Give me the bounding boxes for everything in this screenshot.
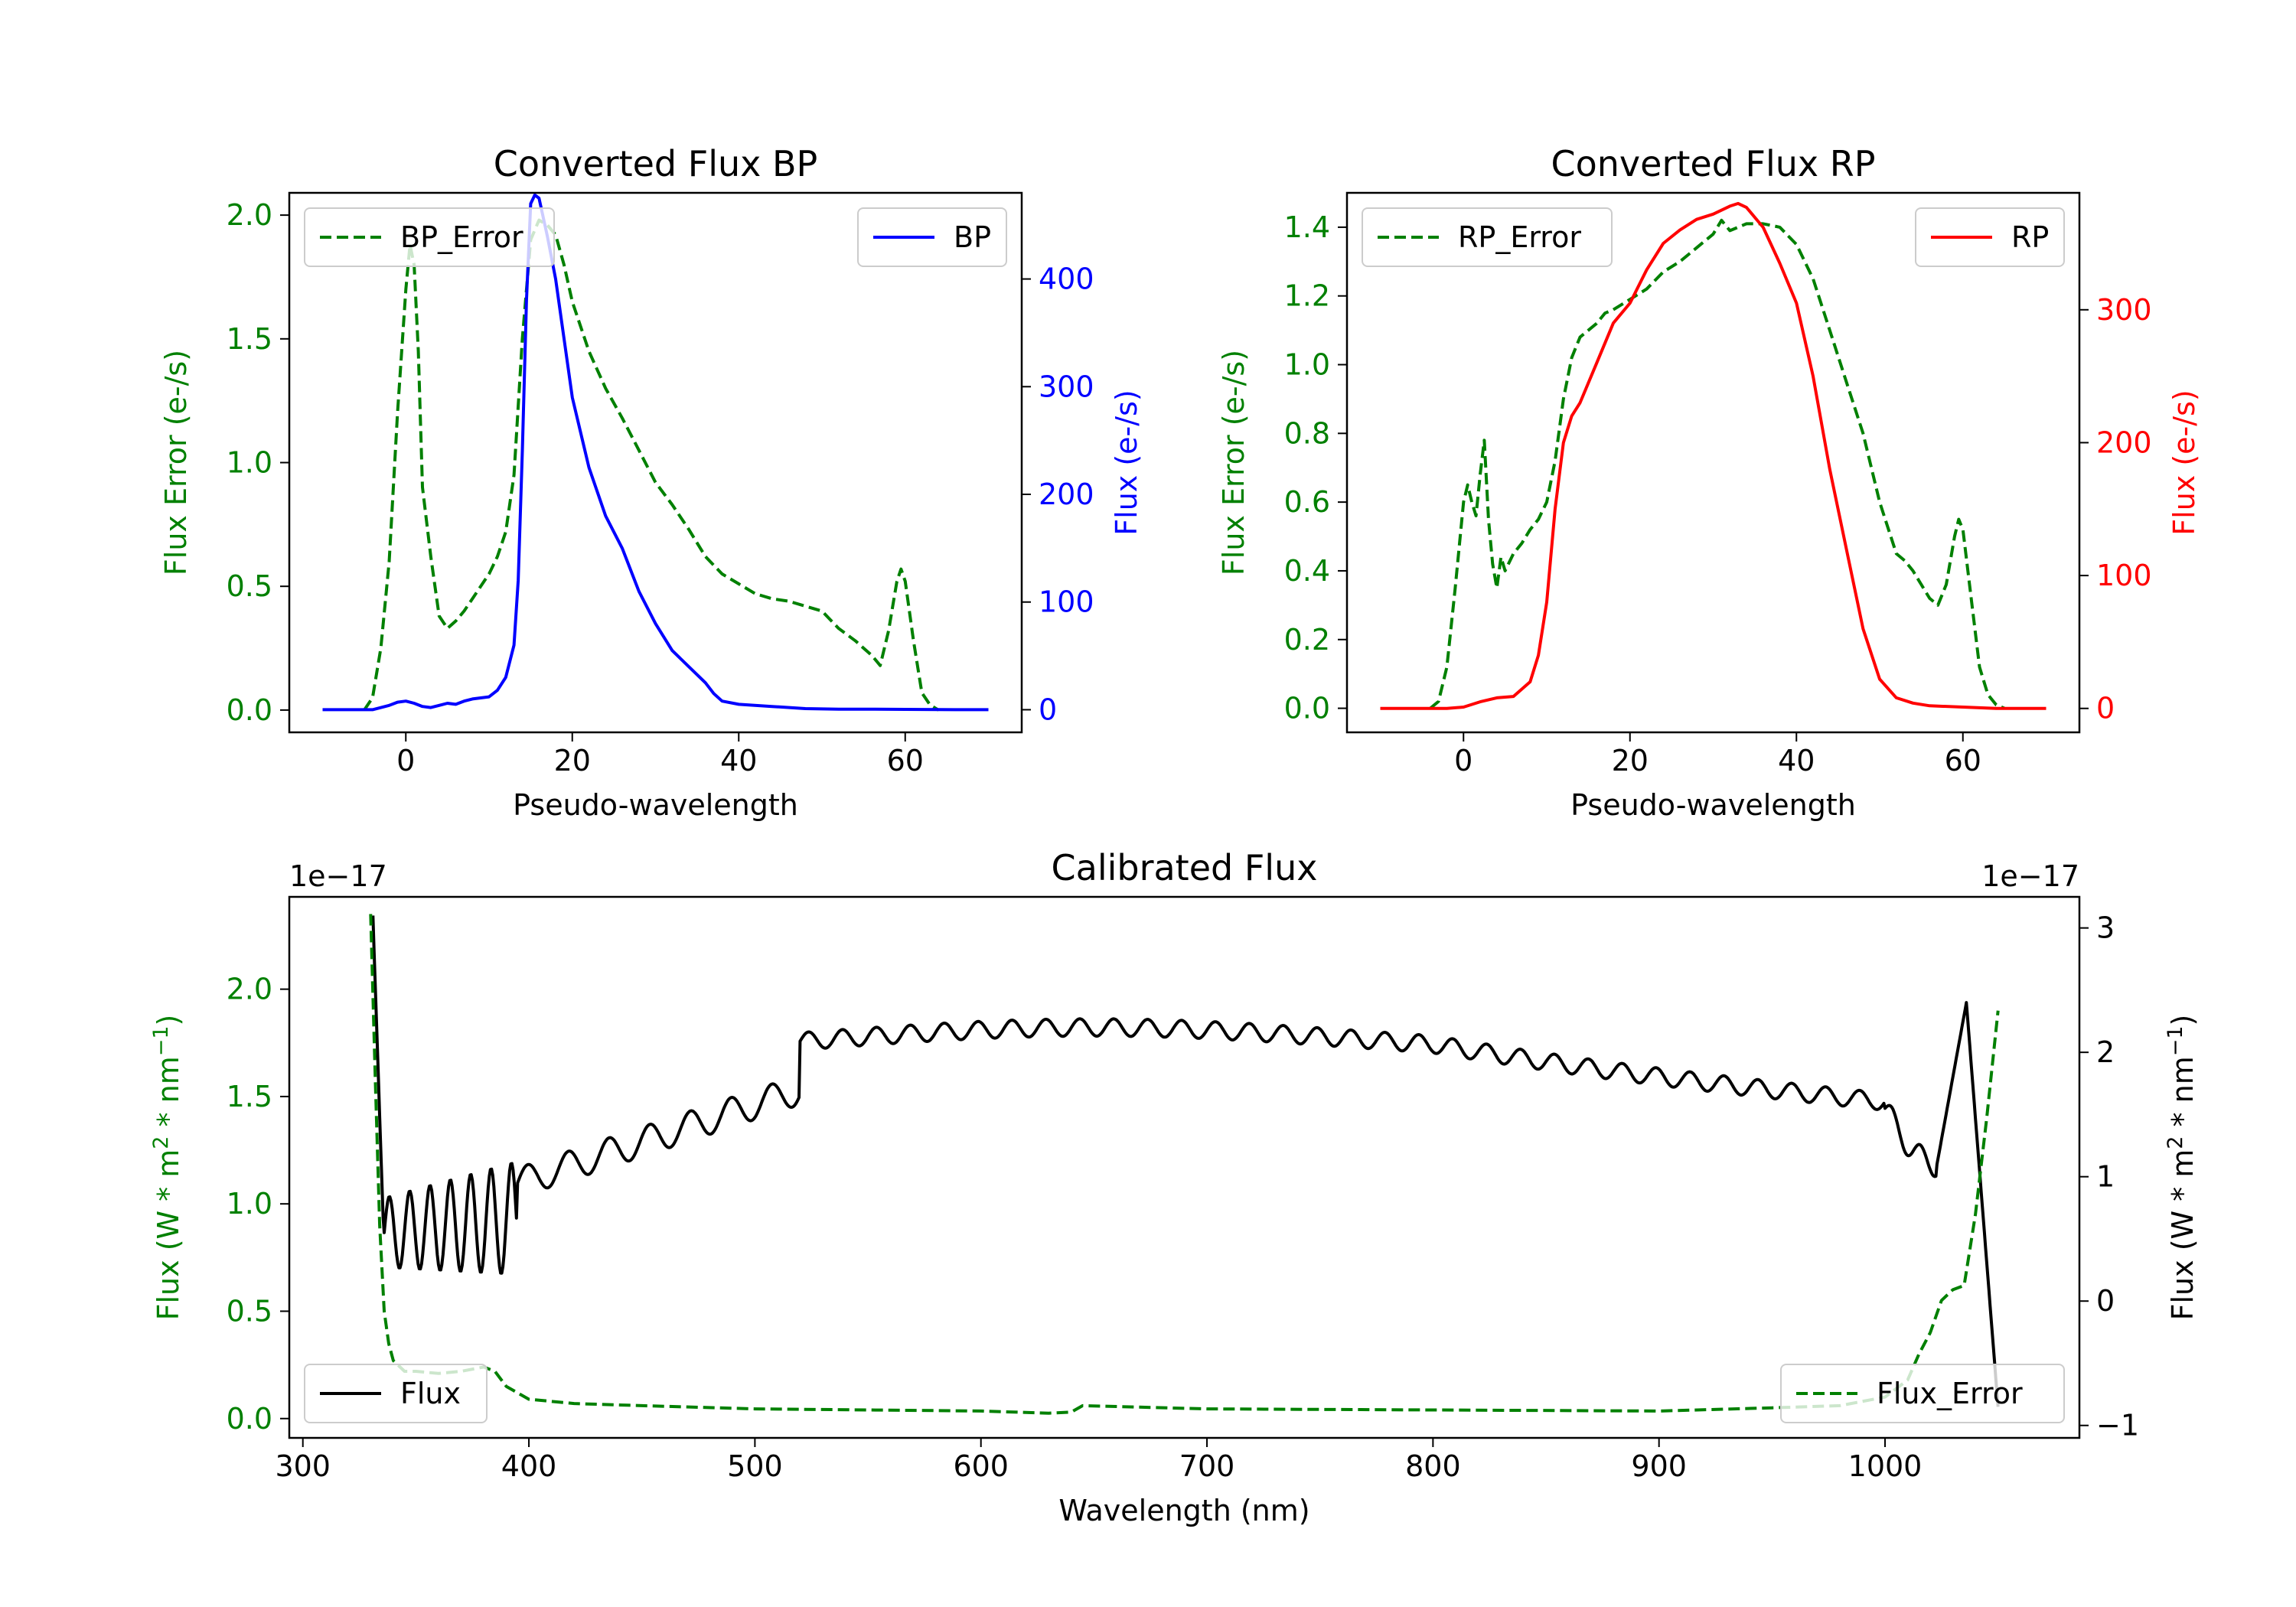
- y-left-axis-label: Flux (W * m2 * nm−1): [149, 1015, 185, 1321]
- flux-line: [371, 915, 2000, 1407]
- label-text: Flux (W * m: [152, 1149, 185, 1321]
- x-tick-label: 20: [554, 744, 591, 777]
- y-right-tick-label: 200: [2096, 425, 2152, 459]
- y-left-tick-label: 0.5: [227, 569, 272, 603]
- label-text: * nm: [2166, 1056, 2200, 1136]
- y-right-tick-label: 2: [2096, 1035, 2115, 1069]
- y-left-tick-label: 0.5: [227, 1294, 272, 1328]
- y-right-axis-label: Flux (e-/s): [1110, 390, 1143, 535]
- legend-box: [1780, 1364, 2065, 1423]
- legend-label: RP_Error: [1458, 220, 1581, 254]
- y-left-axis-label: Flux Error (e-/s): [159, 350, 193, 575]
- x-tick-label: 20: [1612, 744, 1649, 777]
- x-tick-label: 40: [1778, 744, 1815, 777]
- legend-label: RP: [2011, 220, 2049, 254]
- chart-title: Calibrated Flux: [1052, 847, 1318, 888]
- rp-line: [1380, 201, 2047, 710]
- y-right-tick-label: 400: [1039, 262, 1094, 296]
- y-right-tick-label: 100: [2096, 559, 2152, 592]
- label-text: ): [2166, 1015, 2200, 1026]
- chart-title: Converted Flux BP: [494, 143, 818, 184]
- label-text: Flux (W * m: [2166, 1149, 2200, 1321]
- x-tick-label: 40: [720, 744, 757, 777]
- y-right-axis-label: Flux (e-/s): [2167, 390, 2201, 535]
- y-right-tick-label: 300: [2096, 293, 2152, 327]
- rp-panel: 0 20 40 60 0.0 0.2 0.4 0.6 0.8 1.0 1.2 1.4 0 100 200 30…: [1217, 143, 2201, 822]
- y-left-axis-label: Flux Error (e-/s): [1217, 350, 1251, 575]
- y-right-tick-label: 100: [1039, 585, 1094, 619]
- x-tick-label: 0: [396, 744, 415, 777]
- y-right-axis-label: Flux (W * m2 * nm−1): [2164, 1015, 2200, 1321]
- superscript: 2: [2164, 1136, 2187, 1149]
- y-right-tick-label: 3: [2096, 911, 2115, 945]
- bp-error-line: [363, 218, 940, 712]
- y-left-tick-label: 0.8: [1284, 416, 1330, 450]
- y-right-tick-label: −1: [2096, 1409, 2139, 1442]
- y-left-tick-label: 1.5: [227, 322, 272, 356]
- chart-title: Converted Flux RP: [1551, 143, 1876, 184]
- x-tick-label: 60: [1945, 744, 1981, 777]
- y-left-tick-label: 0.4: [1284, 554, 1330, 588]
- legend-label: Flux: [400, 1377, 461, 1410]
- y-left-tick-label: 1.5: [227, 1080, 272, 1113]
- y-left-tick-label: 1.0: [227, 446, 272, 480]
- legend-rp: RP: [1915, 207, 2065, 267]
- legend-box: [304, 207, 555, 267]
- legend-flux: Flux: [304, 1364, 488, 1423]
- offset-right-label: 1e−17: [1981, 859, 2079, 893]
- y-right-tick-label: 0: [1039, 693, 1057, 726]
- y-left-tick-label: 1.0: [1284, 348, 1330, 382]
- legend-bp-error: BP_Error: [304, 207, 555, 267]
- rp-error-line: [1429, 218, 2005, 710]
- x-tick-label: 600: [953, 1449, 1009, 1483]
- y-left-tick-label: 0.2: [1284, 623, 1330, 657]
- y-left-tick-label: 1.4: [1284, 210, 1330, 244]
- x-axis-label: Pseudo-wavelength: [1570, 788, 1856, 822]
- label-text: ): [152, 1015, 185, 1026]
- legend-flux-error: Flux_Error: [1780, 1364, 2065, 1423]
- y-right-tick-label: 1: [2096, 1160, 2115, 1194]
- y-left-tick-label: 0.0: [1284, 692, 1330, 725]
- legend-box: [304, 1364, 488, 1423]
- x-axis-label: Wavelength (nm): [1058, 1494, 1309, 1527]
- y-left-tick-label: 0.0: [227, 1402, 272, 1436]
- x-tick-label: 1000: [1848, 1449, 1923, 1483]
- y-left-tick-label: 0.6: [1284, 485, 1330, 519]
- legend-bp: BP: [857, 207, 1007, 267]
- x-axis-label: Pseudo-wavelength: [513, 788, 798, 822]
- x-tick-label: 500: [727, 1449, 783, 1483]
- y-right-tick-label: 200: [1039, 478, 1094, 511]
- x-tick-label: 0: [1454, 744, 1473, 777]
- legend-label: Flux_Error: [1877, 1377, 2023, 1410]
- x-tick-label: 900: [1631, 1449, 1687, 1483]
- x-tick-label: 300: [275, 1449, 331, 1483]
- x-tick-label: 800: [1405, 1449, 1461, 1483]
- x-tick-label: 700: [1179, 1449, 1235, 1483]
- label-text: * nm: [152, 1056, 185, 1136]
- y-left-tick-label: 1.2: [1284, 279, 1330, 313]
- bp-panel: 0 20 40 60 0.0 0.5 1.0 1.5 2.0 0 100 200 300 400 Conve…: [159, 143, 1143, 822]
- x-tick-label: 60: [887, 744, 924, 777]
- superscript: 2: [149, 1136, 173, 1149]
- legend-rp-error: RP_Error: [1362, 207, 1613, 267]
- legend-box: [1362, 207, 1613, 267]
- offset-left-label: 1e−17: [289, 859, 387, 893]
- y-left-tick-label: 2.0: [227, 973, 272, 1006]
- plot-frame: [288, 895, 2081, 1439]
- superscript: −1: [2164, 1025, 2187, 1056]
- bp-line: [322, 193, 989, 712]
- y-right-tick-label: 300: [1039, 370, 1094, 403]
- y-right-tick-label: 0: [2096, 692, 2115, 725]
- y-left-tick-label: 1.0: [227, 1187, 272, 1221]
- legend-label: BP_Error: [400, 220, 523, 254]
- plot-frame: [1345, 191, 2081, 734]
- calibrated-panel: 300 400 500 600 700 800 900 1000 0.0 0.5 1.0 1.5 2.0…: [149, 847, 2200, 1527]
- legend-label: BP: [954, 220, 991, 254]
- y-right-tick-label: 0: [2096, 1284, 2115, 1318]
- y-left-tick-label: 2.0: [227, 198, 272, 232]
- x-tick-label: 400: [501, 1449, 557, 1483]
- y-left-tick-label: 0.0: [227, 693, 272, 727]
- superscript: −1: [149, 1025, 173, 1056]
